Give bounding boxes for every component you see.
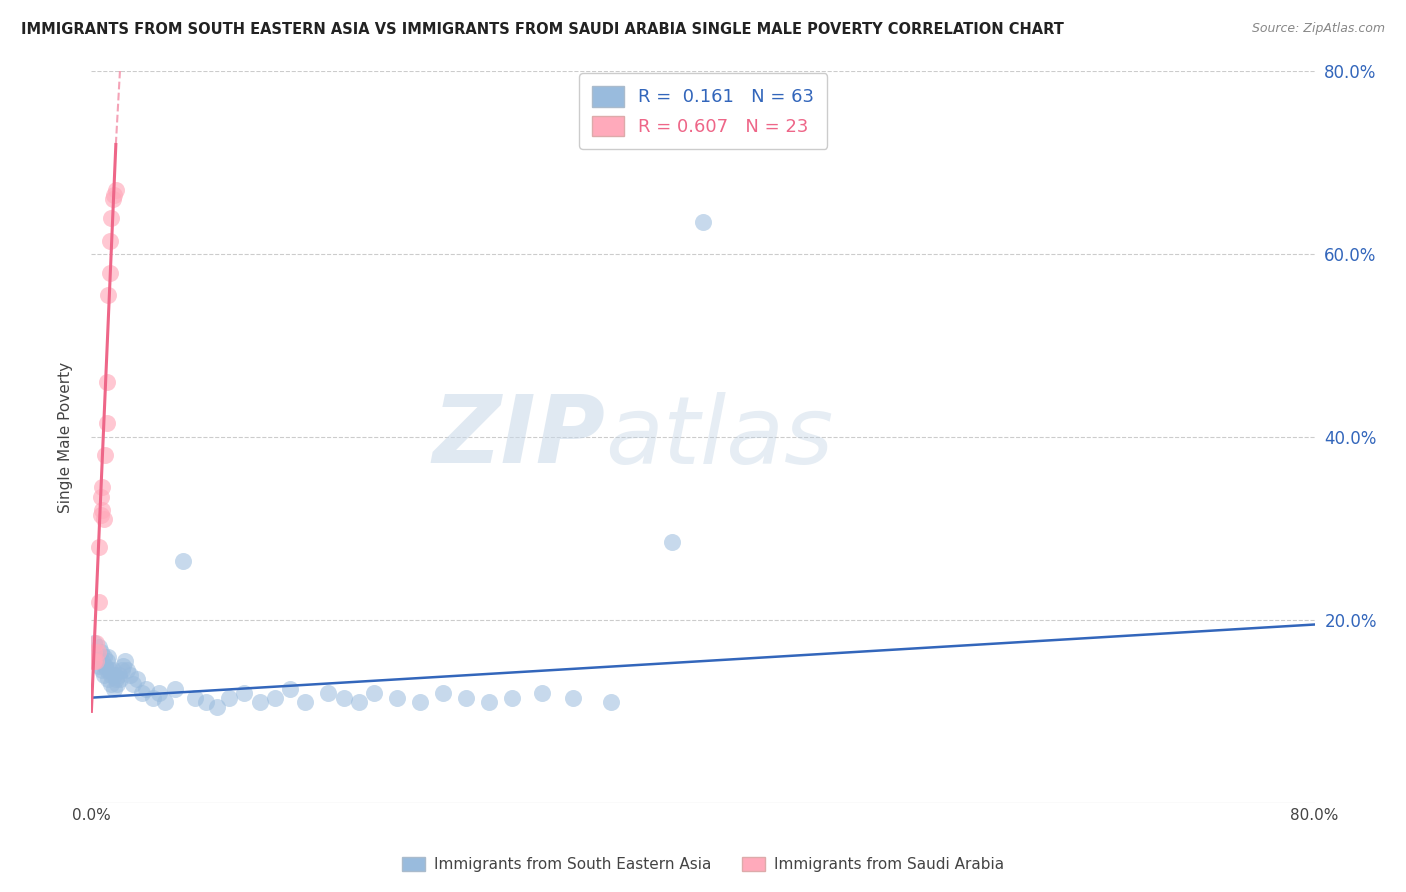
Point (101, 192, 124, 206)
Point (91, 654, 114, 668)
Point (294, 695, 316, 709)
Point (87, 540, 110, 554)
Point (86, 654, 108, 668)
Point (661, 535, 683, 549)
Point (83, 645, 105, 659)
Point (100, 667, 122, 681)
Point (103, 681, 125, 696)
Point (478, 695, 501, 709)
Text: atlas: atlas (605, 392, 834, 483)
Point (249, 695, 271, 709)
Point (454, 690, 477, 705)
Point (87, 658, 110, 673)
Point (83, 636, 105, 650)
Point (98, 663, 121, 677)
Point (97, 649, 120, 664)
Point (91, 663, 114, 677)
Point (94, 449, 117, 463)
Point (96, 663, 118, 677)
Point (111, 663, 134, 677)
Point (165, 681, 187, 696)
Point (153, 695, 176, 709)
Point (104, 673, 127, 687)
Point (84, 649, 107, 664)
Point (97, 288, 120, 302)
Point (318, 686, 340, 700)
Point (100, 211, 122, 225)
Point (96, 654, 118, 668)
Point (83, 654, 105, 668)
Point (385, 690, 409, 705)
Point (347, 695, 370, 709)
Point (148, 686, 170, 700)
Point (501, 690, 523, 705)
Point (121, 677, 143, 691)
Point (127, 673, 149, 687)
Point (90, 645, 112, 659)
Point (195, 695, 218, 709)
Point (82, 654, 104, 668)
Point (101, 663, 124, 677)
Point (94, 658, 117, 673)
Point (363, 686, 385, 700)
Point (87, 640, 110, 655)
Point (110, 673, 132, 687)
Point (114, 654, 136, 668)
Text: IMMIGRANTS FROM SOUTH EASTERN ASIA VS IMMIGRANTS FROM SAUDI ARABIA SINGLE MALE P: IMMIGRANTS FROM SOUTH EASTERN ASIA VS IM… (21, 22, 1064, 37)
Point (409, 695, 432, 709)
Point (432, 686, 454, 700)
Point (86, 645, 108, 659)
Point (93, 649, 115, 664)
Point (93, 512, 115, 526)
Point (97, 673, 120, 687)
Point (332, 690, 354, 705)
Point (184, 690, 207, 705)
Point (264, 690, 287, 705)
Point (90, 508, 112, 522)
Point (87, 594, 110, 608)
Point (93, 667, 115, 681)
Point (84, 654, 107, 668)
Point (96, 376, 118, 390)
Point (112, 658, 135, 673)
Point (141, 690, 163, 705)
Text: Source: ZipAtlas.com: Source: ZipAtlas.com (1251, 22, 1385, 36)
Point (531, 686, 554, 700)
Point (692, 215, 714, 229)
Legend: R =  0.161   N = 63, R = 0.607   N = 23: R = 0.161 N = 63, R = 0.607 N = 23 (579, 73, 827, 149)
Point (115, 663, 138, 677)
Y-axis label: Single Male Poverty: Single Male Poverty (58, 361, 73, 513)
Point (105, 677, 128, 691)
Point (98, 234, 121, 248)
Legend: Immigrants from South Eastern Asia, Immigrants from Saudi Arabia: Immigrants from South Eastern Asia, Immi… (394, 849, 1012, 880)
Point (205, 699, 228, 714)
Point (91, 503, 114, 517)
Point (90, 490, 112, 504)
Point (600, 695, 623, 709)
Point (91, 480, 114, 494)
Point (103, 667, 125, 681)
Point (135, 681, 157, 696)
Point (118, 667, 141, 681)
Point (108, 667, 131, 681)
Point (131, 686, 153, 700)
Point (100, 677, 122, 691)
Point (562, 690, 585, 705)
Point (96, 417, 118, 431)
Point (103, 187, 125, 202)
Text: ZIP: ZIP (432, 391, 605, 483)
Point (172, 553, 194, 567)
Point (98, 266, 121, 280)
Point (218, 690, 240, 705)
Point (104, 183, 127, 197)
Point (278, 681, 301, 696)
Point (233, 686, 256, 700)
Point (84, 636, 107, 650)
